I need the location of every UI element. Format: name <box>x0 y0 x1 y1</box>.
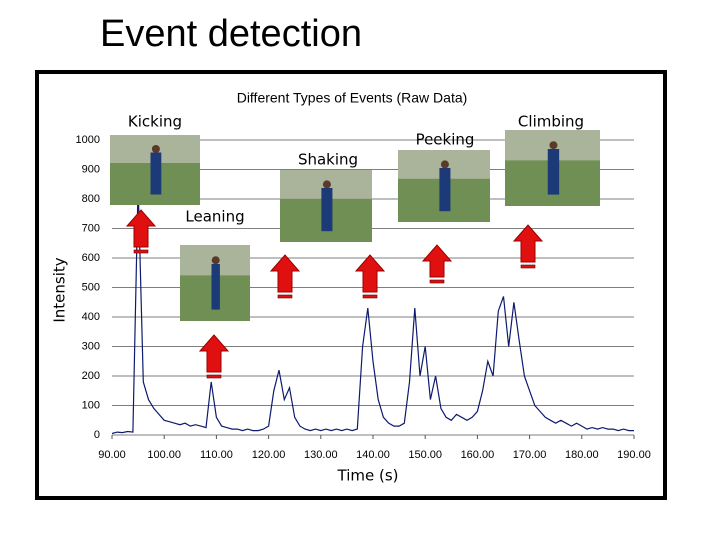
arrow-bar <box>429 279 445 284</box>
photo-head <box>211 256 220 265</box>
photo-head <box>549 141 558 150</box>
arrow-bar <box>520 264 536 269</box>
event-arrow <box>269 254 301 293</box>
x-tick-label: 100.00 <box>147 449 181 461</box>
x-tick-label: 150.00 <box>408 449 442 461</box>
x-tick-label: 120.00 <box>252 449 286 461</box>
y-tick-label: 0 <box>94 429 100 441</box>
data-line <box>111 184 634 435</box>
event-arrow <box>512 224 544 263</box>
y-tick-label: 700 <box>82 222 100 234</box>
arrow-bar <box>206 374 222 379</box>
y-tick-label: 500 <box>82 281 100 293</box>
event-label: Leaning <box>185 208 244 226</box>
arrow-bar <box>362 294 378 299</box>
x-tick-label: 130.00 <box>304 449 338 461</box>
event-photo <box>398 150 490 222</box>
event-photo <box>280 170 372 242</box>
y-tick-label: 100 <box>82 399 100 411</box>
event-arrow <box>125 209 157 248</box>
event-label: Climbing <box>518 113 584 131</box>
y-tick-label: 1000 <box>76 134 100 146</box>
x-tick-label: 170.00 <box>513 449 547 461</box>
y-axis-label: Intensity <box>51 257 69 322</box>
photo-head <box>322 180 331 189</box>
event-arrow <box>198 334 230 373</box>
event-label: Shaking <box>298 151 358 169</box>
y-tick-label: 300 <box>82 340 100 352</box>
event-label: Peeking <box>416 131 475 149</box>
x-axis-label: Time (s) <box>337 467 399 485</box>
event-label: Kicking <box>128 113 182 131</box>
y-tick-label: 400 <box>82 311 100 323</box>
photo-person <box>321 188 333 232</box>
slide-title: Event detection <box>100 13 362 55</box>
y-tick-label: 200 <box>82 370 100 382</box>
x-tick-label: 110.00 <box>200 449 233 461</box>
photo-person <box>150 152 162 195</box>
photo-head <box>440 160 449 169</box>
photo-head <box>151 145 160 153</box>
photo-person <box>547 149 560 195</box>
event-arrow <box>354 254 386 293</box>
arrow-bar <box>277 294 293 299</box>
x-tick-label: 160.00 <box>461 449 495 461</box>
y-tick-label: 900 <box>82 163 100 175</box>
event-photo <box>110 135 200 205</box>
arrow-bar <box>133 249 149 254</box>
x-tick-label: 180.00 <box>565 449 599 461</box>
event-photo <box>505 130 600 206</box>
x-tick-label: 90.00 <box>98 449 126 461</box>
event-photo <box>180 245 250 321</box>
photo-person <box>211 264 220 310</box>
y-tick-label: 600 <box>82 252 100 264</box>
y-tick-label: 800 <box>82 193 100 205</box>
x-tick-label: 140.00 <box>356 449 390 461</box>
photo-person <box>439 168 451 212</box>
chart-title: Different Types of Events (Raw Data) <box>237 90 468 106</box>
x-tick-label: 190.00 <box>617 449 651 461</box>
event-arrow <box>421 244 453 278</box>
